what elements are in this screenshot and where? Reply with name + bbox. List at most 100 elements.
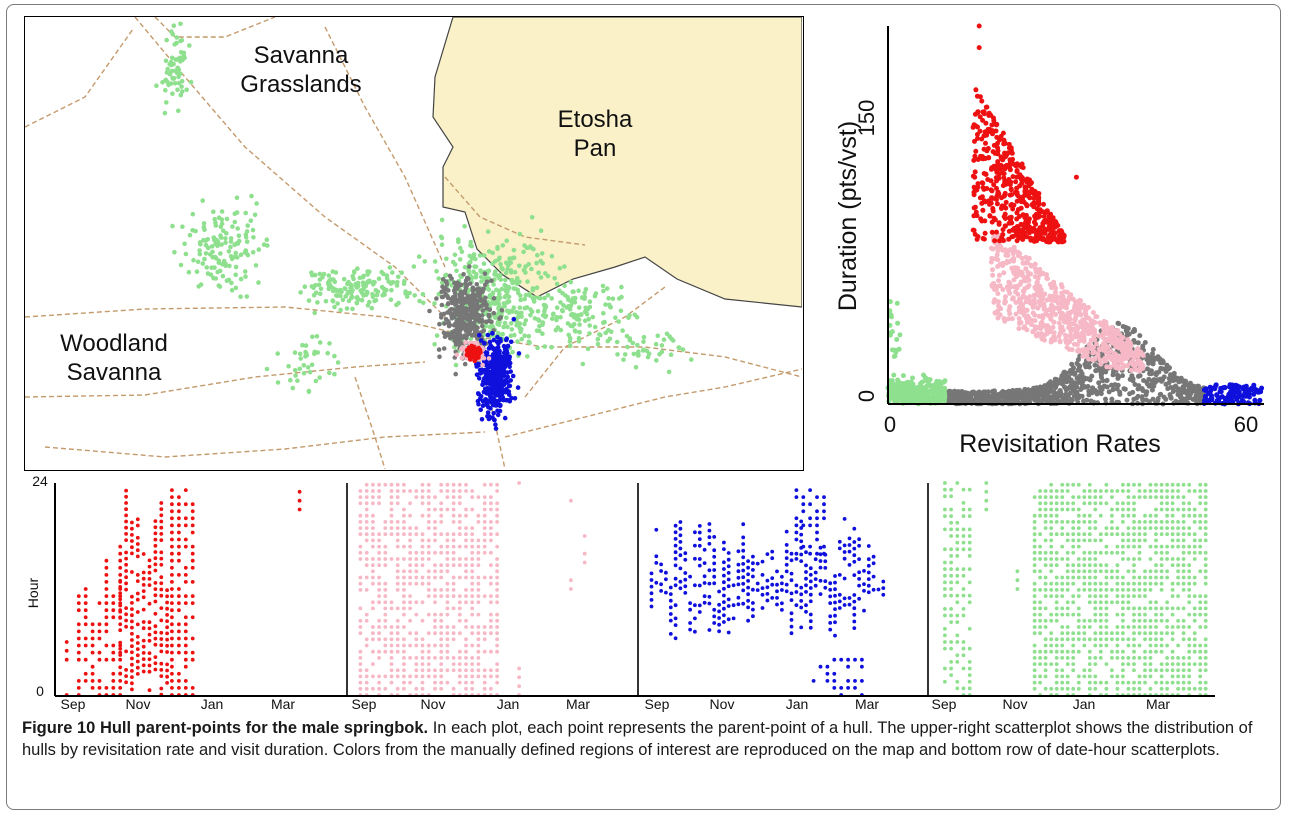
date-hour-point [377, 680, 381, 685]
date-hour-point [297, 489, 302, 494]
map-point-green [595, 336, 601, 342]
scatter-point-#f7b8c6 [1035, 275, 1041, 281]
scatter-point-#1010dd [1222, 385, 1228, 391]
map-point-green [314, 334, 320, 339]
scatter-point-#777777 [1053, 392, 1059, 397]
scatter-point-#ee1111 [984, 128, 990, 134]
map-point-green [521, 249, 526, 255]
scatter-point-#777777 [1170, 389, 1176, 394]
scatter-point-#f7b8c6 [1064, 345, 1070, 350]
scatter-point-#f7b8c6 [1038, 290, 1044, 296]
date-hour-point [104, 686, 109, 690]
map-point-green [538, 228, 544, 233]
scatter-point-#ee1111 [1000, 130, 1006, 136]
map-point-green [512, 269, 518, 275]
scatter-point-#f7b8c6 [1060, 316, 1066, 322]
map-point-blue [487, 379, 492, 385]
map-point-green [243, 210, 248, 216]
scatter-point-#f7b8c6 [1040, 315, 1046, 321]
date-hour-point [159, 674, 164, 678]
scatter-point-#777777 [1083, 364, 1089, 370]
map-point-green [659, 343, 665, 348]
map-point-green [170, 91, 175, 96]
scatter-point-#ee1111 [972, 153, 978, 159]
scatter-point-#ee1111 [980, 207, 986, 213]
date-hour-point [130, 613, 134, 618]
scatter-point-#ee1111 [1001, 175, 1007, 181]
date-hour-point [183, 650, 188, 655]
map-point-green [504, 315, 509, 321]
map-point-green [371, 279, 377, 285]
map-point-blue [487, 370, 493, 376]
date-hour-point [130, 638, 134, 642]
date-hour-point [190, 657, 195, 662]
date-hour-point [170, 615, 174, 620]
map-point-green [542, 309, 547, 314]
map-point-green [512, 332, 517, 338]
date-hour-point [371, 600, 375, 605]
map-point-green [492, 301, 498, 306]
scatter-point-#8ee08e [890, 386, 896, 392]
map-point-green [627, 336, 633, 341]
date-hour-point [76, 636, 81, 641]
map-point-green [163, 88, 168, 93]
date-hour-point [135, 517, 140, 522]
map-point-green [297, 351, 303, 357]
date-hour-point [364, 637, 369, 642]
scatter-point-#777777 [1068, 368, 1073, 373]
scatter-point-#f7b8c6 [1030, 310, 1036, 316]
date-hour-point [358, 544, 363, 549]
scatter-point-#ee1111 [1023, 219, 1029, 225]
date-hour-point [183, 565, 188, 570]
date-hour-point [104, 573, 109, 577]
scatter-point-#777777 [1070, 380, 1075, 386]
map-point-green [233, 285, 239, 291]
map-point-blue [505, 370, 510, 375]
date-hour-point [141, 644, 146, 649]
map-point-green [562, 264, 567, 269]
map-point-blue [502, 415, 508, 421]
map-point-green [550, 312, 556, 317]
date-hour-point [153, 611, 158, 616]
date-hour-point [118, 679, 123, 683]
scatter-point-#777777 [958, 399, 963, 405]
scatter-point-#f7b8c6 [1094, 341, 1100, 347]
map-point-green [576, 335, 582, 341]
map-point-green [172, 249, 177, 255]
map-point-gray [477, 287, 483, 293]
map-point-blue [491, 410, 497, 416]
map-point-blue [475, 391, 481, 396]
scatter-point-#f7b8c6 [1000, 287, 1006, 292]
map-point-blue [494, 378, 500, 383]
date-hour-point [141, 595, 146, 600]
scatter-point-#777777 [1078, 387, 1084, 392]
date-hour-point [371, 649, 375, 654]
map-point-green [169, 62, 174, 68]
date-hour-point [358, 631, 363, 636]
map-point-gray [446, 321, 451, 326]
map-point-green [208, 272, 214, 277]
map-point-green [338, 293, 343, 299]
scatter-point-#f7b8c6 [1059, 302, 1065, 308]
map-point-green [228, 236, 234, 241]
date-hour-point [364, 482, 369, 487]
map-canvas [25, 17, 802, 469]
map-point-blue [503, 344, 509, 350]
date-hour-point [170, 509, 174, 514]
scatter-point-#ee1111 [990, 131, 995, 137]
date-hour-point [135, 665, 140, 670]
map-point-green [238, 252, 244, 257]
map-point-gray [445, 332, 450, 338]
date-hour-point [364, 588, 369, 592]
date-hour-point [183, 580, 188, 584]
scatter-point-#777777 [972, 390, 978, 396]
scatter-point-#ee1111 [1020, 194, 1026, 200]
map-point-green [350, 306, 355, 312]
date-hour-point [159, 562, 164, 567]
map-point-green [497, 291, 502, 297]
map-point-green [654, 358, 659, 363]
scatter-point-#ee1111 [988, 200, 994, 206]
date-hour-point [159, 661, 164, 666]
scatter-point-#f7b8c6 [1016, 326, 1022, 332]
scatter-point-#8ee08e [908, 383, 914, 389]
